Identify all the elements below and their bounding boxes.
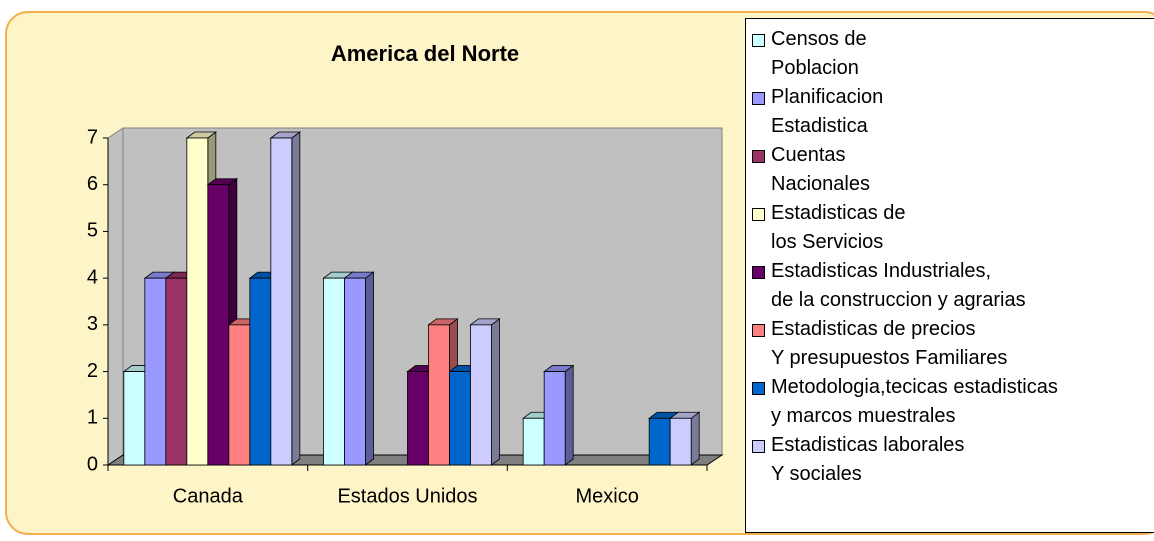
- legend-entry: Planificacion Estadistica: [752, 83, 1154, 141]
- legend-swatch: [752, 150, 765, 163]
- y-tick-label: 2: [87, 360, 98, 382]
- bar: [207, 184, 230, 466]
- y-tick-label: 7: [87, 126, 98, 148]
- legend-entry: Censos de Poblacion: [752, 25, 1154, 83]
- bar: [648, 417, 671, 466]
- legend-swatch: [752, 440, 765, 453]
- bar: [228, 324, 251, 466]
- legend-swatch: [752, 266, 765, 279]
- y-tick-label: 6: [87, 173, 98, 195]
- bar: [270, 137, 293, 466]
- bar: [123, 371, 146, 466]
- side-wall: [107, 127, 124, 466]
- y-tick-label: 5: [87, 220, 98, 242]
- bar: [449, 371, 471, 466]
- bar: [344, 277, 366, 466]
- x-tick-label: Estados Unidos: [337, 485, 477, 507]
- bar: [543, 371, 566, 466]
- legend-label: Estadisticas laborales Y sociales: [771, 434, 965, 485]
- y-tick-label: 0: [87, 453, 98, 475]
- bar-side: [564, 364, 574, 466]
- legend-label: Cuentas Nacionales: [771, 144, 870, 195]
- legend-swatch: [752, 34, 765, 47]
- legend-entry: Estadisticas Industriales, de la constru…: [752, 257, 1154, 315]
- bar: [522, 417, 545, 466]
- bar: [165, 277, 188, 466]
- legend-swatch: [752, 92, 765, 105]
- legend-label: Estadisticas de precios Y presupuestos F…: [771, 318, 1008, 369]
- bar: [669, 417, 692, 466]
- bar-side: [491, 318, 500, 466]
- y-tick-label: 3: [87, 313, 98, 335]
- legend-entry: Cuentas Nacionales: [752, 141, 1154, 199]
- legend-label: Censos de Poblacion: [771, 28, 867, 79]
- legend-entry: Estadisticas de precios Y presupuestos F…: [752, 315, 1154, 373]
- legend-label: Metodologia,tecicas estadisticas y marco…: [771, 376, 1058, 427]
- legend-label: Estadisticas de los Servicios: [771, 202, 906, 253]
- bar-side: [365, 271, 374, 466]
- bar: [407, 371, 429, 466]
- bar: [470, 324, 492, 466]
- chart-title: America del Norte: [331, 41, 519, 66]
- y-tick-label: 4: [87, 266, 98, 288]
- x-tick-label: Canada: [173, 485, 244, 507]
- legend-entry: Estadisticas laborales Y sociales: [752, 431, 1154, 489]
- legend: Censos de Poblacion Planificacion Estadis…: [745, 18, 1154, 533]
- legend-swatch: [752, 382, 765, 395]
- bar-side: [690, 411, 700, 466]
- legend-label: Estadisticas Industriales, de la constru…: [771, 260, 1026, 311]
- bar: [428, 324, 450, 466]
- legend-swatch: [752, 208, 765, 221]
- x-tick-label: Mexico: [575, 485, 638, 507]
- bar: [323, 277, 345, 466]
- bar: [249, 277, 272, 466]
- legend-entry: Estadisticas de los Servicios: [752, 199, 1154, 257]
- bar: [186, 137, 209, 466]
- legend-label: Planificacion Estadistica: [771, 86, 884, 137]
- y-tick-label: 1: [87, 407, 98, 429]
- bar: [144, 277, 167, 466]
- legend-swatch: [752, 324, 765, 337]
- bar-side: [291, 131, 301, 466]
- legend-entry: Metodologia,tecicas estadisticas y marco…: [752, 373, 1154, 431]
